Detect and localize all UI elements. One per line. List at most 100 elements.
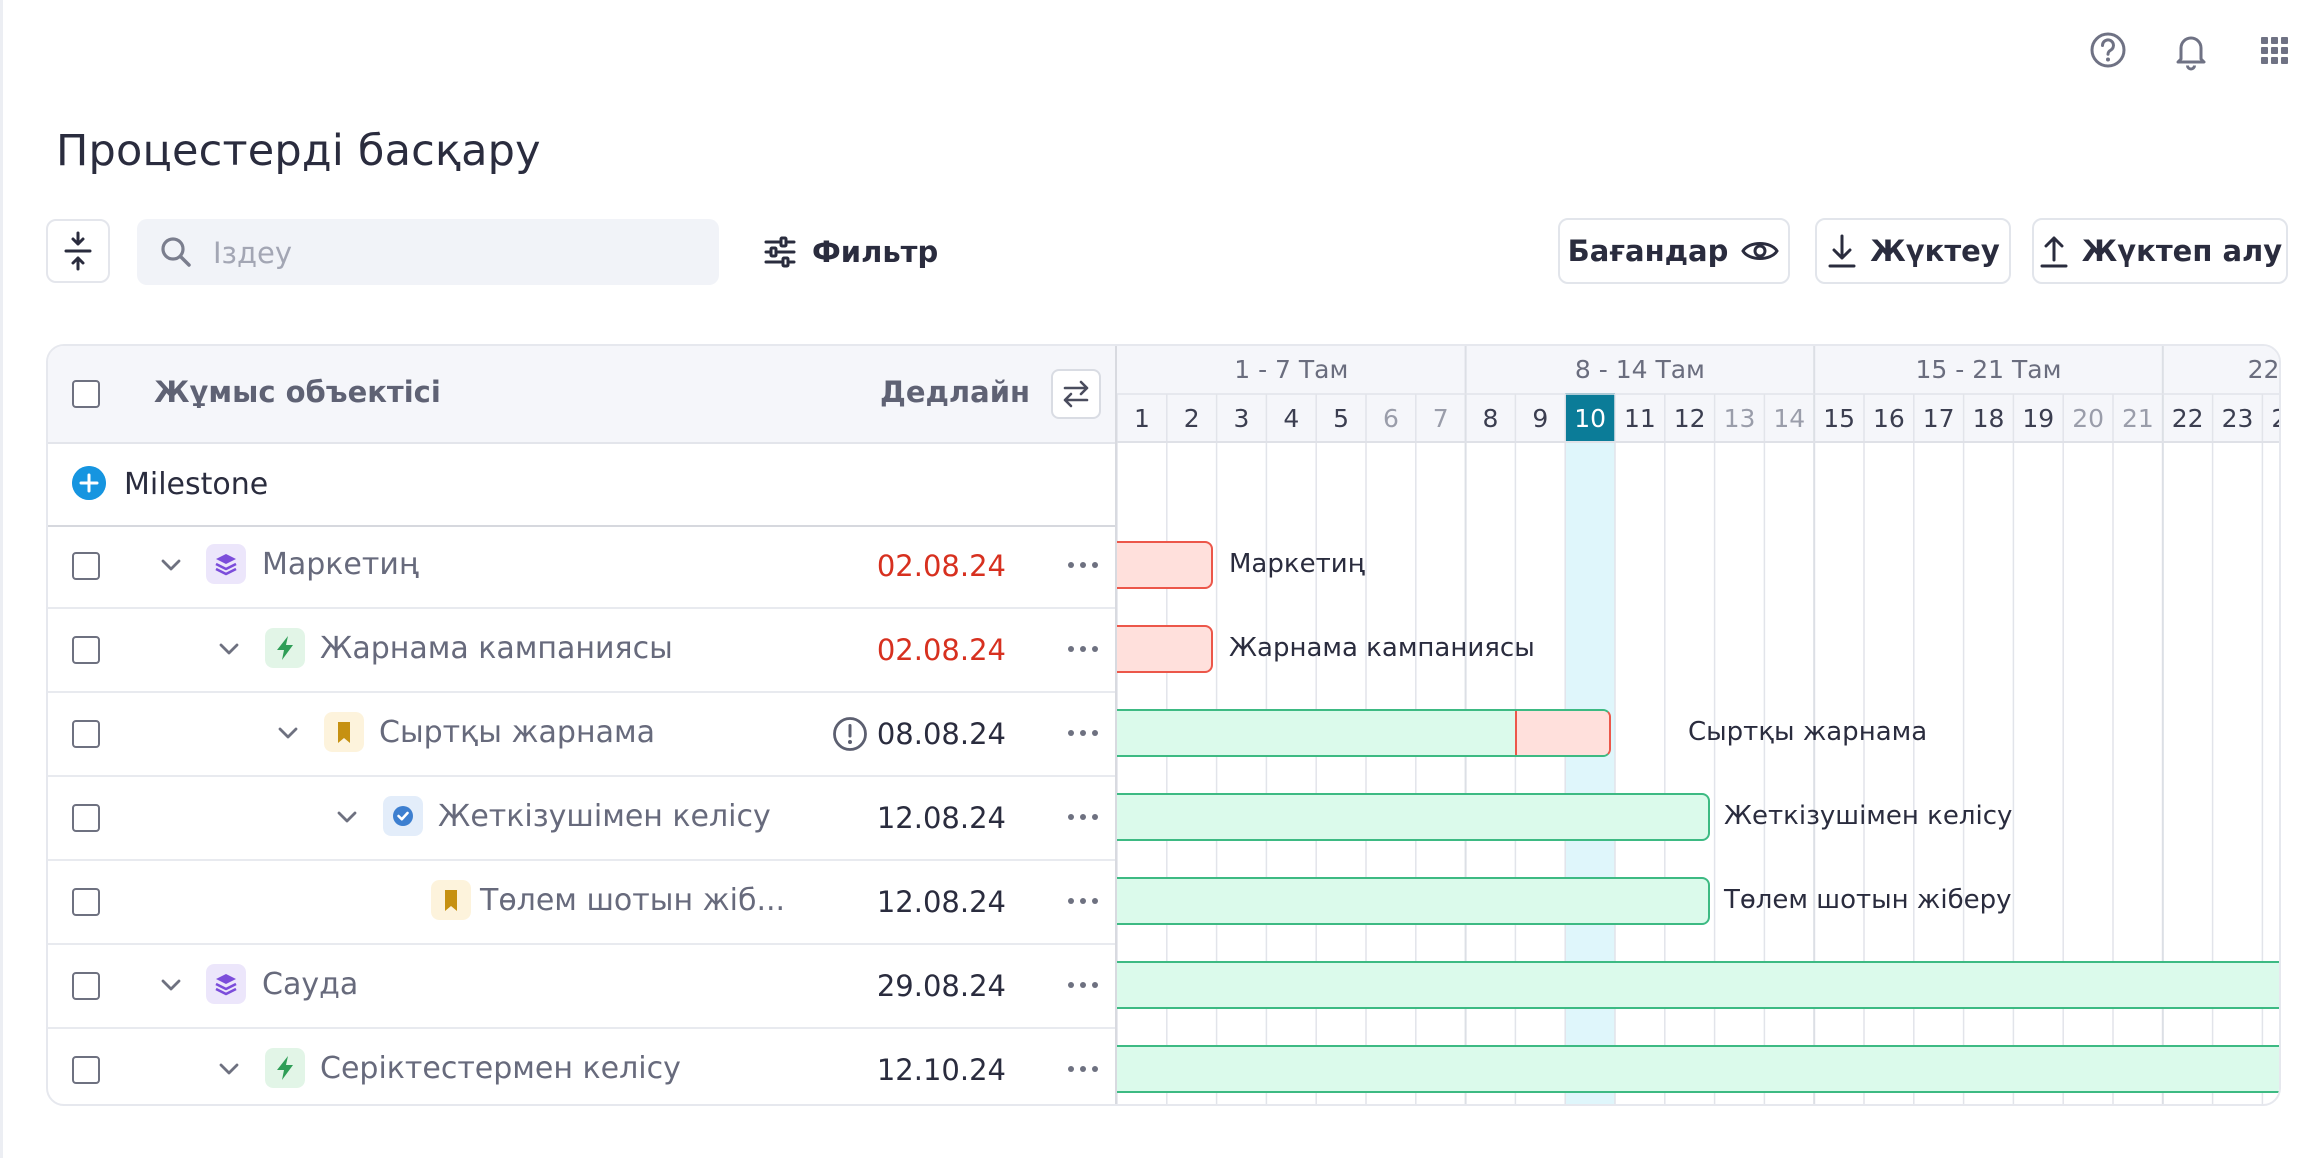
more-options-icon[interactable] bbox=[1063, 802, 1103, 832]
swap-arrows-icon bbox=[1063, 380, 1089, 408]
task-name[interactable]: Маркетиң bbox=[262, 547, 419, 582]
column-header-deadline[interactable]: Дедлайн bbox=[880, 375, 1031, 409]
gantt-bar[interactable] bbox=[1117, 877, 1710, 925]
apps-grid-icon[interactable] bbox=[2250, 26, 2298, 74]
task-name[interactable]: Сыртқы жарнама bbox=[379, 715, 655, 750]
table-row[interactable]: Жарнама кампаниясы 02.08.24 bbox=[48, 609, 1115, 693]
day-label: 2 bbox=[1184, 404, 1200, 433]
swap-columns-button[interactable] bbox=[1051, 369, 1101, 419]
more-options-icon[interactable] bbox=[1063, 550, 1103, 580]
gantt-bar[interactable] bbox=[1117, 793, 1710, 841]
more-options-icon[interactable] bbox=[1063, 970, 1103, 1000]
day-label: 11 bbox=[1624, 404, 1656, 433]
search-box[interactable] bbox=[137, 219, 719, 287]
columns-label: Бағандар bbox=[1567, 234, 1729, 268]
task-name[interactable]: Серіктестермен келісу bbox=[320, 1051, 681, 1086]
gantt-bar-label: Төлем шотын жіберу bbox=[1724, 885, 2012, 915]
eye-icon bbox=[1741, 242, 1780, 260]
table-row[interactable]: Маркетиң 02.08.24 bbox=[48, 525, 1115, 609]
table-row[interactable]: Серіктестермен келісу 12.10.24 bbox=[48, 1029, 1115, 1104]
day-label: 14 bbox=[1773, 404, 1805, 433]
search-input[interactable] bbox=[211, 219, 695, 287]
sliders-icon bbox=[764, 236, 796, 268]
table-row[interactable]: Төлем шотын жіб... 12.08.24 bbox=[48, 861, 1115, 945]
chevron-down-icon[interactable] bbox=[156, 550, 186, 580]
upload-icon bbox=[2040, 236, 2068, 268]
gantt-bar[interactable] bbox=[1117, 709, 1611, 757]
column-header-object[interactable]: Жұмыс объектісі bbox=[154, 375, 441, 409]
day-label: 22 bbox=[2172, 404, 2204, 433]
bolt-icon bbox=[265, 628, 305, 668]
gantt-bar[interactable] bbox=[1117, 1045, 2279, 1093]
day-label: 19 bbox=[2022, 404, 2054, 433]
gantt-bar[interactable] bbox=[1117, 961, 2279, 1009]
row-checkbox[interactable] bbox=[72, 804, 100, 832]
task-name[interactable]: Төлем шотын жіб... bbox=[480, 883, 786, 918]
row-checkbox[interactable] bbox=[72, 1056, 100, 1084]
chevron-down-icon[interactable] bbox=[214, 1054, 244, 1084]
task-name[interactable]: Жеткізушімен келісу bbox=[438, 799, 771, 834]
week-label: 8 - 14 Там bbox=[1575, 355, 1705, 384]
row-checkbox[interactable] bbox=[72, 552, 100, 580]
task-name[interactable]: Жарнама кампаниясы bbox=[320, 631, 673, 666]
task-name[interactable]: Сауда bbox=[262, 967, 359, 1002]
day-label: 16 bbox=[1873, 404, 1905, 433]
filter-label: Фильтр bbox=[812, 235, 939, 269]
chevron-down-icon[interactable] bbox=[214, 634, 244, 664]
day-label: 24 bbox=[2271, 404, 2281, 433]
layers-icon bbox=[206, 544, 246, 584]
row-checkbox[interactable] bbox=[72, 720, 100, 748]
row-checkbox[interactable] bbox=[72, 888, 100, 916]
today-marker bbox=[1565, 393, 1615, 442]
table-row[interactable]: Жеткізушімен келісу 12.08.24 bbox=[48, 777, 1115, 861]
gantt-bar[interactable] bbox=[1117, 541, 1213, 589]
search-icon bbox=[161, 237, 191, 267]
more-options-icon[interactable] bbox=[1063, 634, 1103, 664]
gantt-bar-label: Сыртқы жарнама bbox=[1688, 717, 1928, 747]
upload-button[interactable]: Жүктеп алу bbox=[2032, 218, 2288, 284]
select-all-checkbox[interactable] bbox=[72, 380, 100, 408]
more-options-icon[interactable] bbox=[1063, 1054, 1103, 1084]
chevron-down-icon[interactable] bbox=[332, 802, 362, 832]
help-icon[interactable] bbox=[2084, 26, 2132, 74]
warning-icon[interactable] bbox=[831, 715, 869, 753]
download-button[interactable]: Жүктеу bbox=[1815, 218, 2011, 284]
day-label: 5 bbox=[1333, 404, 1349, 433]
gantt-bar-label: Маркетиң bbox=[1229, 549, 1365, 579]
check-circle-icon bbox=[383, 796, 423, 836]
bell-icon[interactable] bbox=[2167, 26, 2215, 74]
day-label: 6 bbox=[1383, 404, 1399, 433]
milestone-row[interactable]: Milestone bbox=[48, 442, 1115, 527]
day-label: 12 bbox=[1674, 404, 1706, 433]
gantt-bar[interactable] bbox=[1117, 625, 1213, 673]
bolt-icon bbox=[265, 1048, 305, 1088]
deadline-date: 08.08.24 bbox=[876, 717, 1006, 751]
gantt-chart: 1234567891011121314151617181920212223241… bbox=[1115, 346, 2281, 1104]
chevron-down-icon[interactable] bbox=[273, 718, 303, 748]
day-label: 23 bbox=[2222, 404, 2254, 433]
sidebar-edge bbox=[0, 0, 3, 1158]
day-label: 20 bbox=[2072, 404, 2104, 433]
add-milestone-icon[interactable] bbox=[72, 466, 106, 500]
table-row[interactable]: Сауда 29.08.24 bbox=[48, 945, 1115, 1029]
row-checkbox[interactable] bbox=[72, 636, 100, 664]
deadline-date: 02.08.24 bbox=[876, 633, 1006, 667]
day-label: 13 bbox=[1724, 404, 1756, 433]
day-label: 3 bbox=[1234, 404, 1250, 433]
week-label: 1 - 7 Там bbox=[1234, 355, 1348, 384]
chevron-down-icon[interactable] bbox=[156, 970, 186, 1000]
day-label: 7 bbox=[1433, 404, 1449, 433]
table-row[interactable]: Сыртқы жарнама 08.08.24 bbox=[48, 693, 1115, 777]
overdue-segment bbox=[1515, 711, 1609, 755]
deadline-date: 12.08.24 bbox=[876, 801, 1006, 835]
day-label: 21 bbox=[2122, 404, 2154, 433]
more-options-icon[interactable] bbox=[1063, 886, 1103, 916]
row-checkbox[interactable] bbox=[72, 972, 100, 1000]
filter-button[interactable]: Фильтр bbox=[762, 226, 938, 278]
collapse-rows-button[interactable] bbox=[46, 219, 110, 283]
deadline-date: 29.08.24 bbox=[876, 969, 1006, 1003]
collapse-icon bbox=[64, 231, 92, 271]
day-label: 17 bbox=[1923, 404, 1955, 433]
more-options-icon[interactable] bbox=[1063, 718, 1103, 748]
columns-button[interactable]: Бағандар bbox=[1558, 218, 1790, 284]
